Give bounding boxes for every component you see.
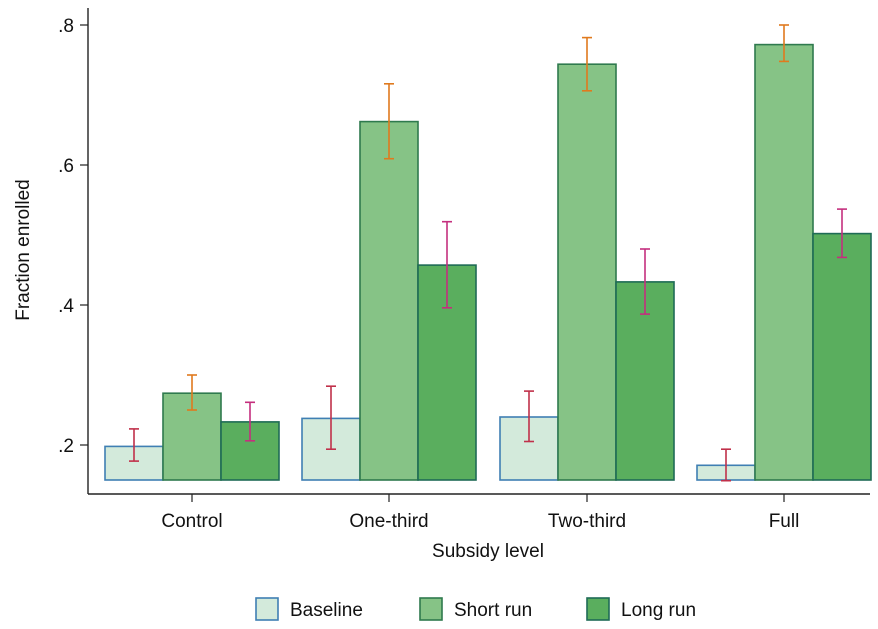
x-tick-label: Two-third [548, 511, 626, 532]
legend-label: Long run [621, 600, 696, 621]
legend-label: Baseline [290, 600, 363, 621]
legend-swatch [255, 597, 279, 621]
legend-item-short-run: Short run [419, 597, 532, 621]
error-bar [779, 24, 789, 63]
bar-short-run [359, 120, 419, 481]
error-bar [721, 448, 731, 482]
bar-long-run [615, 281, 675, 481]
error-bar [837, 208, 847, 259]
y-tick-label: .8 [58, 16, 74, 37]
legend-label: Short run [454, 600, 532, 621]
bars [104, 43, 872, 481]
x-tick-label: Control [161, 511, 222, 532]
y-tick-label: .4 [58, 296, 74, 317]
bar-long-run [812, 232, 872, 481]
x-ticks: Control One-third Two-third Full [161, 494, 799, 532]
legend-swatch [419, 597, 443, 621]
bar-short-run [754, 43, 814, 481]
y-tick-label: .2 [58, 436, 74, 457]
error-bar [582, 36, 592, 92]
error-bar [524, 390, 534, 443]
y-tick-label: .6 [58, 156, 74, 177]
axes [87, 8, 870, 495]
error-bar [640, 248, 650, 315]
y-ticks: .2 .4 .6 .8 [58, 16, 88, 457]
error-bar [245, 401, 255, 442]
error-bar [187, 374, 197, 411]
legend-swatch [586, 597, 610, 621]
x-axis-title: Subsidy level [432, 541, 544, 562]
error-bar [326, 385, 336, 451]
legend-item-long-run: Long run [586, 597, 696, 621]
error-bars [129, 24, 847, 482]
bar-short-run [557, 63, 617, 481]
y-axis-title: Fraction enrolled [13, 179, 34, 321]
x-tick-label: One-third [349, 511, 428, 532]
error-bar [442, 220, 452, 309]
error-bar [129, 428, 139, 462]
legend: Baseline Short run Long run [255, 597, 696, 621]
error-bar [384, 83, 394, 160]
legend-item-baseline: Baseline [255, 597, 363, 621]
x-tick-label: Full [769, 511, 800, 532]
